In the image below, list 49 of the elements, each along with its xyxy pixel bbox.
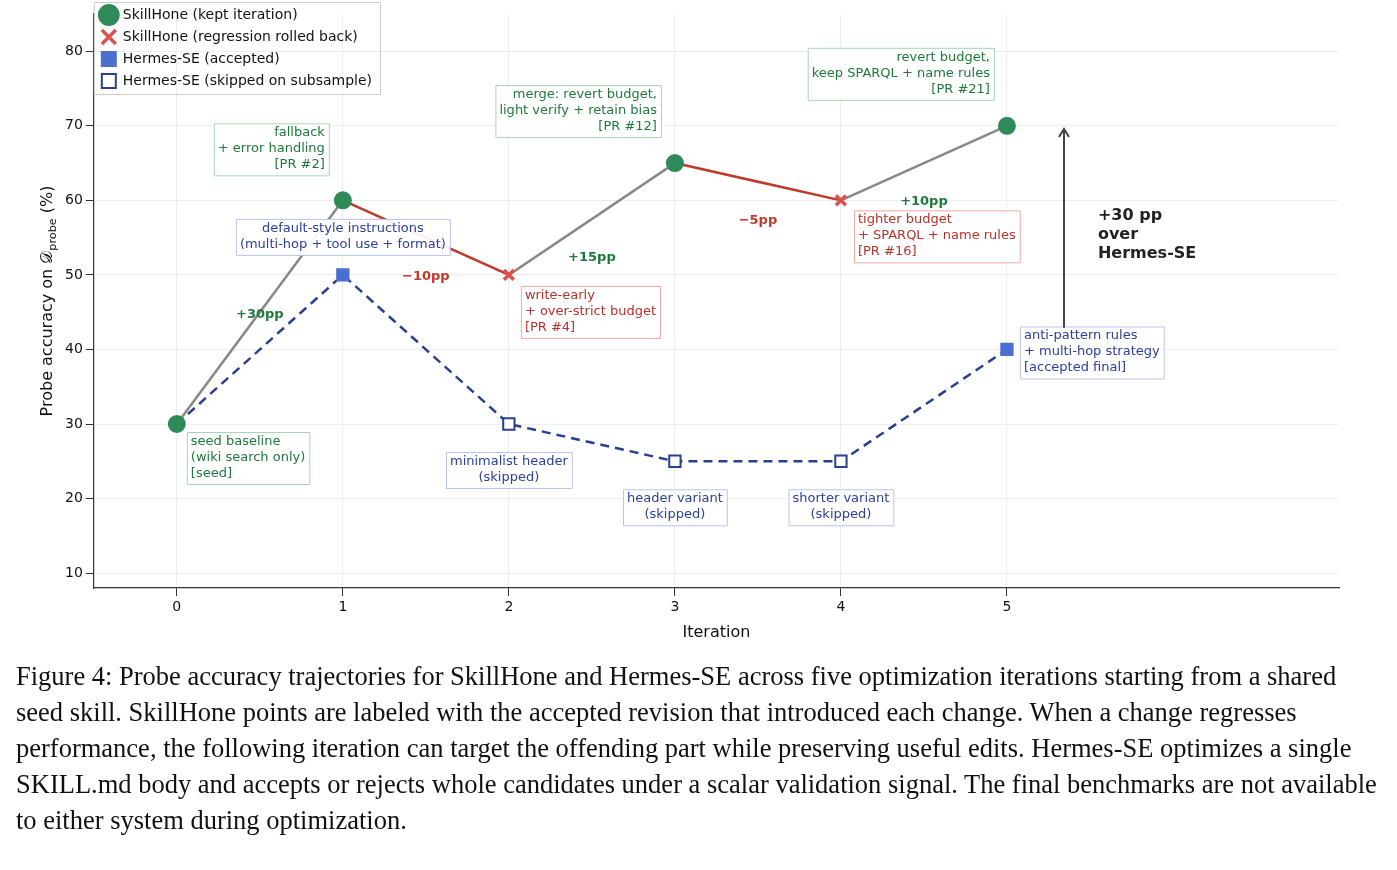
x-tick-label: 0 [172,598,182,615]
caption: Figure 4: Probe accuracy trajectories for SkillHone and Hermes-SE across five optimization iterations starting from a shared seed skill. SkillHone points are labeled with the accepted revision that introduced each change. When a change regresses performance, the following iteration can target the offending part while preserving useful edits. Hermes-SE optimizes a single SKILL.md body and accepts or rejects whole candidates under a scalar validation signal. The final benchmarks are not available to either system during optimization. [16,660,1378,837]
annotation: minimalist header (skipped) [449,452,569,484]
point [668,454,682,468]
point [502,417,516,431]
point [336,268,350,282]
point [665,154,684,173]
y-tick-label: 10 [64,563,83,580]
point [1000,342,1014,357]
point [167,415,186,433]
y-tick-label: 20 [64,489,83,506]
y-tick-label: 70 [64,116,83,133]
x-tick-label: 3 [670,598,680,615]
point [834,454,848,468]
annotation: header variant (skipped) [626,490,723,522]
y-tick-label: 40 [64,340,83,357]
annotation: +30 pp over Hermes-SE [1097,204,1197,262]
annotation: fallback + error handling [PR #2] [217,124,326,172]
legend-label: Hermes-SE (skipped on subsample) [122,71,373,88]
point [502,268,516,282]
annotation: merge: revert budget, light verify + retain bias [PR #12] [499,85,658,133]
annotation: −10pp [402,268,450,284]
annotation: tighter budget + SPARQL + name rules [PR #16] [857,211,1016,259]
legend-label: SkillHone (regression rolled back) [122,27,358,44]
x-tick-label: 2 [504,598,514,615]
x-tick-label: 4 [836,598,846,615]
y-tick-label: 80 [64,41,83,58]
legend-label: Hermes-SE (accepted) [122,49,280,66]
annotation: default-style instructions (multi-hop + tool use + format) [239,219,446,251]
x-tick-label: 5 [1002,598,1012,615]
y-tick-label: 30 [64,414,83,431]
annotation: shorter variant (skipped) [792,490,890,522]
annotation: revert budget, keep SPARQL + name rules [PR #21] [811,48,991,96]
y-tick-label: 60 [64,191,83,207]
annotation: +30pp [236,305,284,321]
annotation: +15pp [568,249,616,265]
y-tick-label: 50 [64,265,83,282]
x-tick-label: 1 [338,598,348,615]
x-axis-title: Iteration [682,621,751,641]
annotation: −5pp [738,212,778,228]
annotation: write-early + over-strict budget [PR #4] [524,286,657,334]
point [997,116,1016,135]
point [333,191,352,210]
annotation: anti-pattern rules + multi-hop strategy [accepted final] [1023,327,1160,375]
y-axis-title: Probe accuracy on 𝒟probe (%) [37,185,59,417]
annotation: +10pp [900,193,948,209]
annotation: seed baseline (wiki search only) [seed] [190,432,306,480]
legend-label: SkillHone (kept iteration) [122,5,298,22]
point [834,193,848,208]
